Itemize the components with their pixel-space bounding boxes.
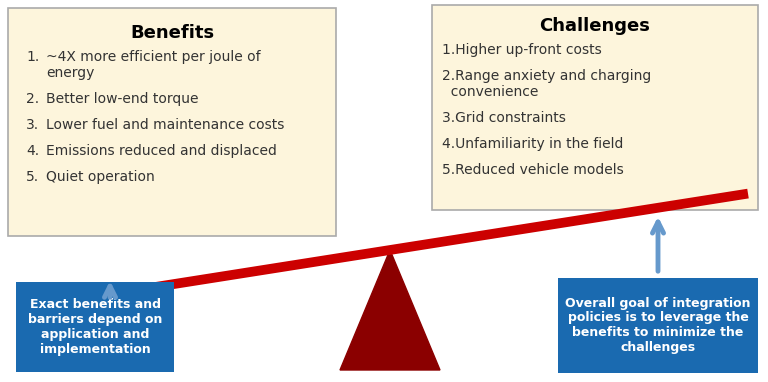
Text: 2.: 2. <box>26 92 39 106</box>
Text: Benefits: Benefits <box>130 24 214 42</box>
FancyArrowPatch shape <box>104 286 115 297</box>
Text: 4.: 4. <box>26 144 39 158</box>
Text: Quiet operation: Quiet operation <box>46 170 154 184</box>
FancyBboxPatch shape <box>16 282 174 372</box>
Text: Lower fuel and maintenance costs: Lower fuel and maintenance costs <box>46 118 284 132</box>
FancyBboxPatch shape <box>558 278 758 373</box>
Text: 1.Higher up-front costs: 1.Higher up-front costs <box>442 43 602 57</box>
Text: Exact benefits and
barriers depend on
application and
implementation: Exact benefits and barriers depend on ap… <box>28 298 162 356</box>
Text: 2.Range anxiety and charging: 2.Range anxiety and charging <box>442 69 651 83</box>
Text: convenience: convenience <box>442 85 538 99</box>
FancyBboxPatch shape <box>8 8 336 236</box>
Text: 5.: 5. <box>26 170 39 184</box>
FancyBboxPatch shape <box>432 5 758 210</box>
Text: Challenges: Challenges <box>540 17 650 35</box>
Text: Emissions reduced and displaced: Emissions reduced and displaced <box>46 144 277 158</box>
Text: Overall goal of integration
policies is to leverage the
benefits to minimize the: Overall goal of integration policies is … <box>565 296 751 354</box>
Text: 3.Grid constraints: 3.Grid constraints <box>442 111 566 125</box>
Text: ~4X more efficient per joule of: ~4X more efficient per joule of <box>46 50 260 64</box>
Text: 4.Unfamiliarity in the field: 4.Unfamiliarity in the field <box>442 137 624 151</box>
Text: 5.Reduced vehicle models: 5.Reduced vehicle models <box>442 163 624 177</box>
Text: energy: energy <box>46 66 94 80</box>
Text: 1.: 1. <box>26 50 39 64</box>
Polygon shape <box>340 250 440 370</box>
Text: Better low-end torque: Better low-end torque <box>46 92 198 106</box>
FancyArrowPatch shape <box>653 222 664 271</box>
Text: 3.: 3. <box>26 118 39 132</box>
